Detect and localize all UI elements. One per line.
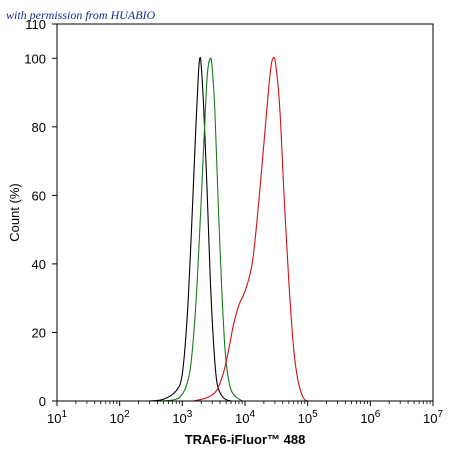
plot-curves (149, 56, 309, 402)
y-tick-label: 60 (32, 188, 46, 203)
x-tick-label: 101 (47, 409, 67, 426)
x-tick-label: 104 (235, 409, 255, 426)
y-tick-label: 100 (24, 51, 46, 66)
watermark: with permission from HUABIO (6, 8, 156, 22)
x-axis-title: TRAF6-iFluor™ 488 (185, 432, 306, 447)
y-tick-label: 0 (39, 394, 46, 409)
x-tick-label: 105 (298, 409, 318, 426)
histogram-curve-3 (193, 56, 309, 402)
histogram-curve-2 (163, 57, 243, 402)
x-tick-label: 103 (172, 409, 192, 426)
plot-frame (56, 23, 434, 402)
y-axis-title: Count (%) (7, 183, 22, 242)
y-tick-label: 110 (25, 17, 46, 32)
y-tick-label: 40 (32, 257, 46, 272)
y-axis: 0 20 40 60 80 100 110 (24, 17, 57, 409)
y-tick-label: 20 (32, 325, 46, 340)
x-tick-label: 102 (110, 409, 130, 426)
x-tick-label: 107 (423, 409, 443, 426)
y-tick-label: 80 (32, 120, 46, 135)
x-axis: 101 102 103 104 105 106 107 (47, 401, 443, 426)
histogram-curve-1 (149, 56, 232, 402)
x-tick-label: 106 (360, 409, 380, 426)
